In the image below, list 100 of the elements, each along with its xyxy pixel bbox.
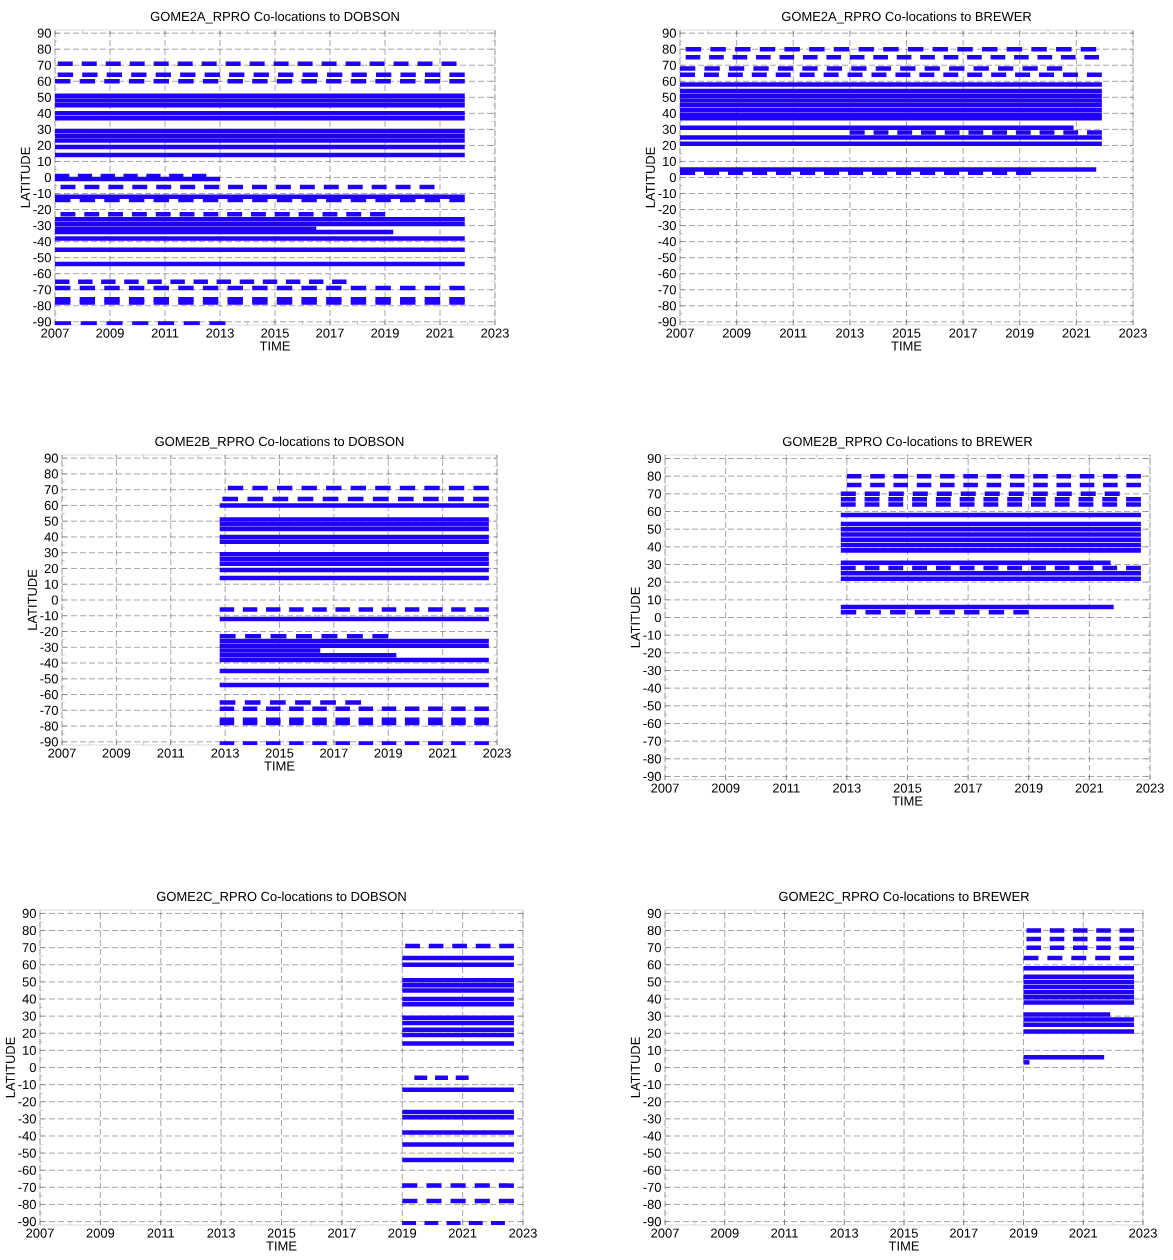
y-tick-label: -20 [18,1097,36,1107]
y-tick-label: 90 [647,453,661,464]
y-tick-label: -30 [33,220,51,231]
x-axis-title: TIME [892,796,923,806]
x-tick-label: 2019 [371,328,399,338]
x-tick-label: 2017 [320,748,348,758]
y-tick-label: -50 [18,1148,36,1158]
y-tick-label: -90 [40,737,58,747]
y-tick-label: -80 [643,754,661,764]
chart-title: GOME2C_RPRO Co-locations to BREWER [779,891,1029,904]
x-tick-label: 2011 [779,328,807,338]
y-tick-label: 30 [37,124,51,134]
y-tick-label: 60 [647,506,661,517]
x-tick-label: 2013 [830,1228,859,1238]
y-tick-label: 0 [654,1062,661,1073]
x-tick-label: 2011 [157,748,185,758]
chart-title: GOME2A_RPRO Co-locations to DOBSON [150,11,399,24]
y-tick-label: -10 [658,188,676,199]
x-tick-label: 2021 [1069,1228,1098,1238]
y-tick-label: 80 [647,925,661,936]
y-tick-label: -20 [658,204,676,215]
y-tick-label: -30 [643,665,661,676]
x-tick-label: 2019 [374,748,403,758]
y-tick-label: -40 [40,658,58,668]
x-tick-label: 2011 [771,1228,798,1238]
y-tick-label: 40 [662,108,676,118]
y-tick-label: 10 [38,156,51,167]
x-tick-label: 2013 [836,328,864,338]
y-tick-label: -40 [18,1131,36,1141]
chart-title: GOME2B_RPRO Co-locations to BREWER [782,436,1033,449]
y-tick-label: 70 [37,60,51,70]
x-tick-label: 2011 [772,783,800,793]
y-tick-label: 50 [22,977,36,987]
x-tick-label: 2017 [316,328,344,338]
y-tick-label: 0 [44,172,51,183]
y-tick-label: 60 [647,960,661,970]
y-tick-label: 0 [51,595,58,605]
x-tick-label: 2021 [448,1228,477,1238]
x-tick-label: 2015 [267,1228,296,1238]
y-tick-label: 0 [654,612,661,623]
x-tick-label: 2007 [26,1228,54,1238]
x-tick-label: 2009 [711,1228,739,1238]
x-tick-label: 2023 [1119,328,1147,338]
y-tick-label: 90 [22,908,36,918]
y-tick-label: 40 [37,108,51,118]
y-axis-title: LATITUDE [630,1037,640,1098]
y-tick-label: -40 [33,237,51,247]
y-tick-label: 60 [662,76,676,86]
x-tick-label: 2007 [666,328,694,338]
y-tick-label: 30 [44,548,58,558]
x-tick-label: 2015 [265,748,294,758]
y-tick-label: -10 [643,630,661,640]
y-axis-title: LATITUDE [645,147,655,208]
y-tick-label: 70 [662,60,676,70]
x-tick-label: 2009 [96,328,124,338]
y-tick-label: -10 [643,1080,661,1090]
x-tick-label: 2021 [428,748,457,758]
y-tick-label: -40 [658,237,676,247]
x-axis-title: TIME [266,1241,297,1251]
x-tick-label: 2023 [483,748,511,758]
y-tick-label: -80 [643,1199,661,1210]
y-tick-label: -30 [658,220,676,231]
y-tick-label: 90 [662,28,676,38]
x-tick-label: 2009 [102,748,131,758]
y-tick-label: 70 [647,943,661,953]
y-tick-label: 10 [648,595,661,605]
y-tick-label: -50 [643,1148,661,1158]
y-tick-label: -30 [18,1114,36,1124]
x-tick-label: 2023 [481,328,509,338]
x-tick-label: 2021 [426,328,454,338]
y-tick-label: -70 [643,1182,661,1192]
y-axis-title: LATITUDE [27,569,37,630]
y-tick-label: -90 [18,1216,36,1227]
x-tick-label: 2017 [328,1228,356,1238]
y-tick-label: -60 [658,269,676,279]
y-tick-label: 50 [37,92,51,102]
y-tick-label: 40 [22,994,36,1004]
y-tick-label: 50 [647,524,661,534]
y-axis-title: LATITUDE [630,587,640,648]
x-tick-label: 2023 [1136,783,1164,793]
y-tick-label: -50 [33,253,51,263]
y-tick-label: -70 [643,736,661,746]
x-tick-label: 2011 [151,328,179,338]
y-tick-label: 80 [662,44,676,54]
x-tick-label: 2009 [711,783,740,793]
y-tick-label: 20 [22,1028,36,1038]
x-tick-label: 2017 [949,328,977,338]
y-tick-label: 30 [647,1011,661,1021]
y-tick-label: -20 [643,648,661,658]
x-tick-label: 2023 [509,1228,537,1238]
x-tick-label: 2019 [1006,328,1034,338]
y-tick-label: 20 [662,140,676,150]
y-tick-label: -90 [658,317,676,327]
y-tick-label: -10 [33,188,51,199]
x-tick-label: 2013 [211,748,239,758]
y-tick-label: -60 [33,269,51,279]
x-tick-label: 2021 [1062,328,1091,338]
x-tick-label: 2007 [651,1228,679,1238]
x-axis-title: TIME [264,761,295,771]
y-tick-label: -70 [40,705,58,715]
